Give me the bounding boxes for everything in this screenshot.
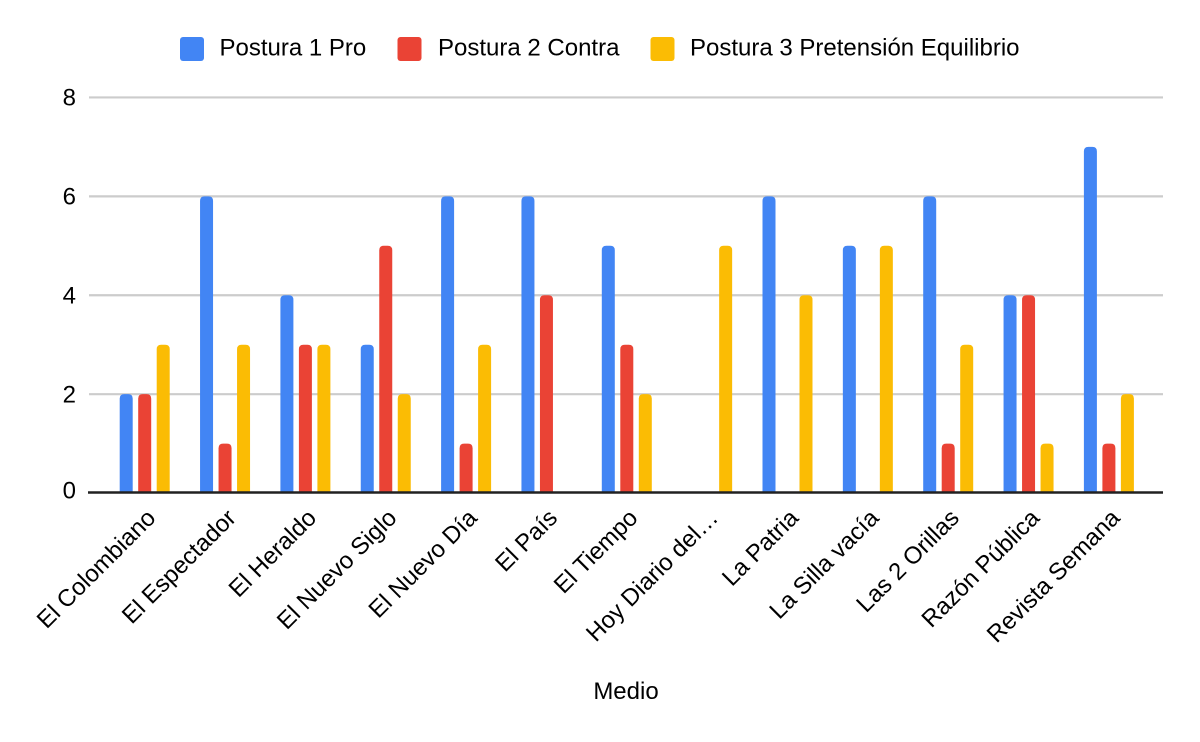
- svg-text:4: 4: [63, 282, 76, 309]
- svg-text:2: 2: [63, 381, 76, 408]
- svg-text:8: 8: [63, 85, 76, 112]
- svg-text:6: 6: [63, 184, 76, 211]
- svg-text:Medio: Medio: [593, 678, 658, 705]
- svg-text:Postura 1 Pro: Postura 1 Pro: [220, 34, 367, 61]
- svg-text:0: 0: [63, 478, 76, 505]
- svg-text:Postura 3 Pretensión Equilibri: Postura 3 Pretensión Equilibrio: [690, 34, 1020, 61]
- svg-text:Postura 2 Contra: Postura 2 Contra: [438, 34, 620, 61]
